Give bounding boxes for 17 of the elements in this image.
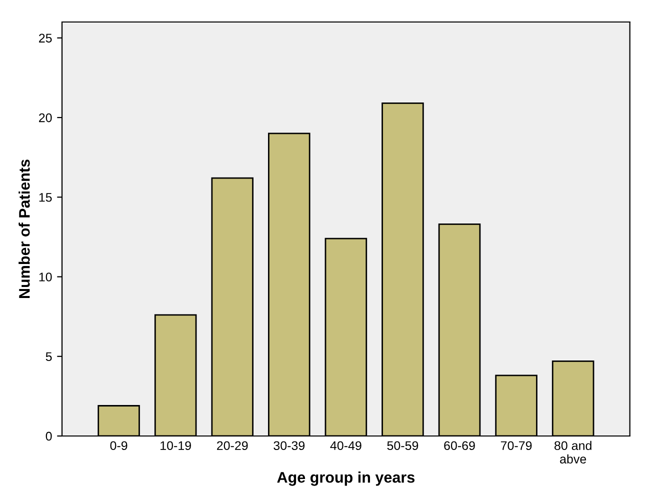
y-tick-label: 0 [46, 432, 52, 441]
x-tick-label: 0-9 [110, 441, 128, 450]
x-tick-label: 20-29 [217, 441, 248, 450]
y-tick-label: 10 [39, 272, 52, 282]
y-tick-label: 25 [39, 34, 52, 43]
x-axis-title: Age group in years [277, 472, 414, 486]
y-tick-label: 5 [46, 352, 52, 362]
y-tick-label: 15 [39, 193, 52, 202]
x-tick-label: 30-39 [274, 441, 305, 450]
y-axis-title: Number of Patients [18, 160, 30, 298]
x-tick-label: 40-49 [330, 441, 362, 450]
x-tick-label: 70-79 [500, 441, 532, 450]
x-tick-label: 50-59 [387, 441, 418, 450]
x-tick-label: 60-69 [444, 441, 475, 450]
x-tick-label: 10-19 [160, 441, 191, 450]
y-tick-label: 20 [39, 113, 52, 122]
x-tick-label: 80 and abve [554, 440, 592, 464]
